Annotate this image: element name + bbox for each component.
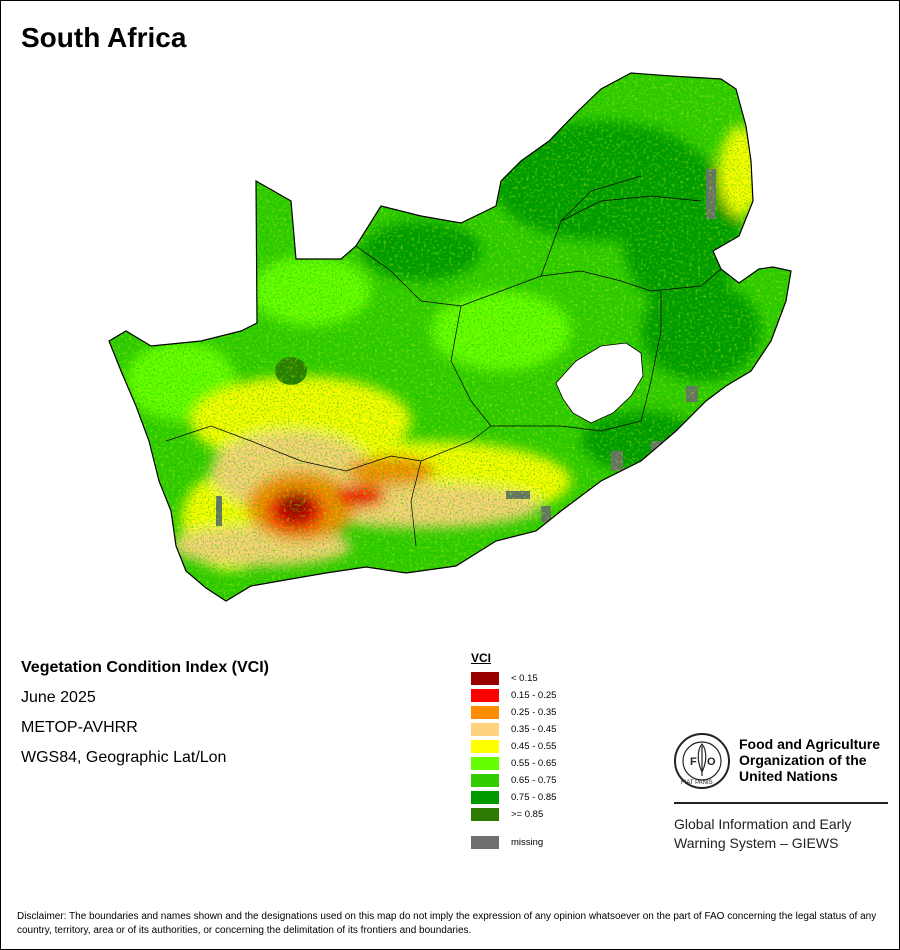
legend-swatch: [471, 740, 499, 753]
country-outline: [108, 72, 792, 602]
lesotho-area: [555, 342, 644, 424]
legend-swatch: [471, 791, 499, 804]
province-boundaries: [165, 175, 722, 547]
info-date: June 2025: [21, 689, 96, 706]
fao-logo-letter-o: O: [707, 756, 716, 768]
map-title: South Africa: [21, 22, 187, 53]
legend-label: 0.75 - 0.85: [511, 792, 557, 803]
legend-label: 0.45 - 0.55: [511, 741, 557, 752]
info-projection: WGS84, Geographic Lat/Lon: [21, 749, 227, 766]
legend-label: >= 0.85: [511, 809, 544, 820]
legend-label: 0.55 - 0.65: [511, 758, 557, 769]
vci-raster: [109, 73, 791, 601]
legend-label: 0.25 - 0.35: [511, 707, 557, 718]
legend-label: 0.65 - 0.75: [511, 775, 557, 786]
fao-divider: [674, 802, 888, 804]
legend-swatch: [471, 672, 499, 685]
fao-name-line: United Nations: [739, 768, 838, 784]
fao-name-line: Food and Agriculture: [739, 736, 881, 752]
legend-label: 0.35 - 0.45: [511, 724, 557, 735]
giews-name: Global Information and Early Warning Sys…: [674, 815, 851, 853]
legend-swatch: [471, 774, 499, 787]
fao-logo-motto: FIAT PANIS: [681, 780, 713, 786]
fao-name: Food and Agriculture Organization of the…: [739, 736, 880, 784]
disclaimer: Disclaimer: The boundaries and names sho…: [17, 911, 877, 936]
info-heading: Vegetation Condition Index (VCI): [21, 659, 269, 676]
legend-label: < 0.15: [511, 673, 538, 684]
legend-swatch: [471, 757, 499, 770]
fao-logo-letter-f: F: [690, 756, 697, 768]
fao-name-line: Organization of the: [739, 752, 867, 768]
legend-swatch: [471, 723, 499, 736]
legend-label-missing: missing: [511, 837, 544, 848]
legend-swatch-missing: [471, 836, 499, 849]
info-sensor: METOP-AVHRR: [21, 719, 138, 736]
legend-swatch: [471, 706, 499, 719]
giews-name-line: Warning System – GIEWS: [674, 835, 839, 851]
vci-map: [108, 72, 792, 602]
legend-swatch: [471, 808, 499, 821]
legend-swatch: [471, 689, 499, 702]
fao-logo-icon: F O FIAT PANIS: [674, 733, 730, 789]
legend-label: 0.15 - 0.25: [511, 690, 557, 701]
legend-title: VCI: [471, 651, 492, 665]
giews-name-line: Global Information and Early: [674, 816, 852, 832]
